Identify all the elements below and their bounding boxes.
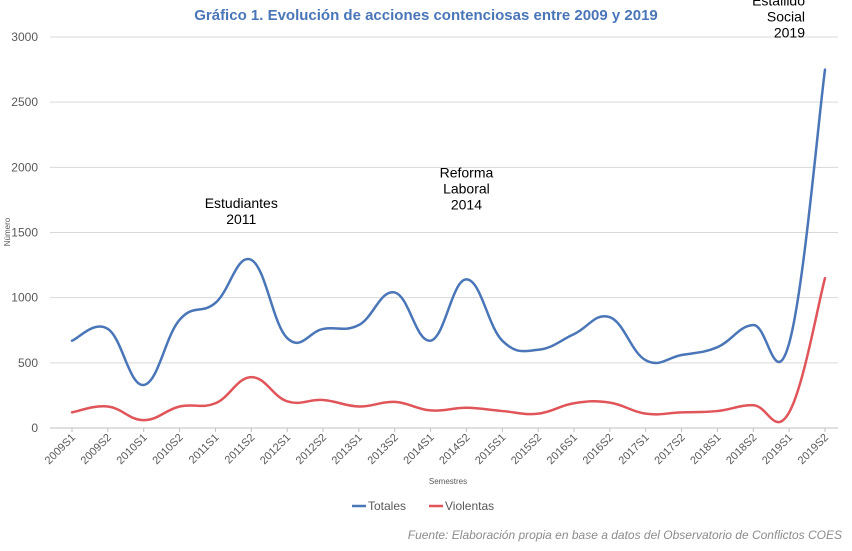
series-lines [72,70,825,423]
source-note: Fuente: Elaboración propia en base a dat… [408,528,842,542]
x-tick-label: 2014S2 [437,432,472,467]
annotation-label: 2014 [451,196,482,212]
x-tick-label: 2015S2 [509,432,544,467]
x-axis-label: Semestres [429,477,467,486]
gridlines [50,37,838,428]
x-tick-label: 2011S2 [223,432,258,467]
y-tick-label: 2500 [11,95,38,109]
y-tick-label: 500 [18,356,38,370]
series-line-totales [72,70,825,385]
annotation-label: 2011 [226,211,256,227]
annotation-label: Estudiantes [205,195,278,211]
y-tick-label: 1500 [11,226,38,240]
annotation-label: Social [767,9,805,25]
x-tick-label: 2010S1 [115,432,150,467]
x-tick-label: 2017S1 [617,432,652,467]
annotation-label: Laboral [443,180,490,196]
y-tick-label: 1000 [11,291,38,305]
x-tick-label: 2010S2 [150,432,185,467]
legend: Totales Violentas [352,499,494,513]
x-tick-label: 2009S1 [43,432,78,467]
y-axis-label: Número [3,217,12,246]
x-tick-label: 2012S1 [258,432,293,467]
legend-entry: Totales [368,499,406,513]
x-tick-label: 2009S2 [79,432,114,467]
chart-title: Gráfico 1. Evolución de acciones contenc… [194,7,658,24]
x-tick-label: 2015S1 [473,432,508,467]
x-tick-label: 2012S2 [294,432,329,467]
x-tick-label: 2016S1 [545,432,580,467]
y-tick-label: 3000 [11,30,38,44]
annotation-label: 2019 [774,25,805,41]
x-tick-label: 2019S1 [760,432,795,467]
x-tick-label: 2013S2 [366,432,401,467]
annotation-label: Reforma [440,164,494,180]
x-tick-label: 2018S1 [688,432,723,467]
y-tick-label: 0 [31,421,38,435]
x-tick-label: 2017S2 [652,432,687,467]
x-tick-label: 2016S2 [581,432,616,467]
x-tick-label: 2013S1 [330,432,365,467]
x-tick-label: 2014S1 [401,432,436,467]
x-tick-label: 2018S2 [724,432,759,467]
x-tick-label: 2019S2 [796,432,831,467]
legend-entry: Violentas [445,499,494,513]
x-tick-label: 2011S1 [187,432,222,467]
annotation-label: Estallido [752,0,805,9]
y-tick-label: 2000 [11,160,38,174]
y-axis-ticks: 0 500 1000 1500 2000 2500 3000 [11,30,38,435]
